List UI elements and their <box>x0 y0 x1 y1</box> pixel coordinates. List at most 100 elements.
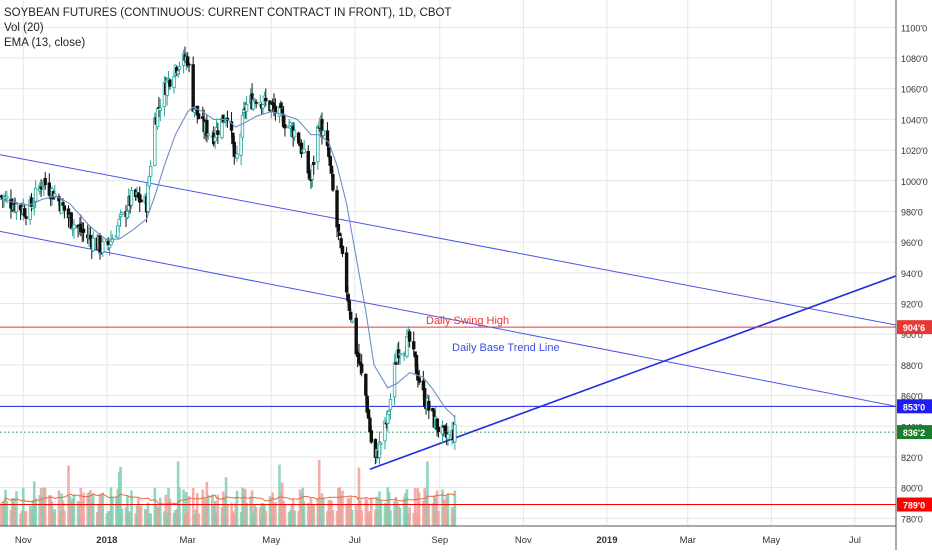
volume-bar <box>300 492 303 526</box>
ema-indicator-label[interactable]: EMA (13, close) <box>4 37 86 49</box>
candle-body <box>196 113 201 119</box>
volume-bar <box>424 491 428 526</box>
candle-body <box>72 224 76 230</box>
volume-bar <box>95 512 99 526</box>
candle-body <box>349 311 353 320</box>
y-tick-label: 960'0 <box>901 238 923 248</box>
volume-bar <box>253 504 257 526</box>
volume-bar <box>30 509 33 526</box>
volume-indicator-label[interactable]: Vol (20) <box>4 22 44 34</box>
volume-bar <box>194 509 198 526</box>
candle-body <box>53 193 57 198</box>
volume-bar <box>23 511 26 526</box>
volume-bar <box>398 508 402 526</box>
volume-bar <box>350 509 354 526</box>
candle-body <box>191 64 195 112</box>
y-tick-label: 800'0 <box>901 484 923 494</box>
candle-body <box>149 165 153 177</box>
candle-body <box>350 320 354 323</box>
volume-bar <box>50 501 54 526</box>
volume-bar <box>20 510 24 526</box>
volume-bar <box>98 493 102 526</box>
volume-bar <box>52 512 55 526</box>
volume-bar <box>0 503 3 526</box>
annotation-daily-base-trend-line: Daily Base Trend Line <box>452 342 560 354</box>
candle-body <box>61 202 65 206</box>
volume-bar <box>320 493 324 526</box>
candle-body <box>5 196 9 199</box>
volume-bar <box>254 507 258 526</box>
candle-body <box>33 187 38 202</box>
volume-bar <box>311 504 314 526</box>
volume-bar <box>91 493 95 526</box>
y-tick-label: 1000'0 <box>901 177 928 187</box>
y-tick-label: 780'0 <box>901 514 923 524</box>
volume-bar <box>416 488 420 526</box>
annotation-daily-swing-high: Daily Swing High <box>426 315 509 327</box>
volume-bar <box>126 495 129 526</box>
volume-bar <box>422 500 425 526</box>
volume-bar <box>328 499 332 526</box>
candle-body <box>373 438 378 458</box>
candle-body <box>354 317 358 355</box>
volume-bar <box>58 511 62 526</box>
volume-bar <box>249 496 253 526</box>
x-tick-label: 2019 <box>596 535 617 546</box>
volume-bar <box>15 491 18 526</box>
volume-bar <box>206 495 210 526</box>
candle-body <box>369 430 373 443</box>
volume-bar <box>12 498 16 526</box>
volume-bar <box>337 488 340 526</box>
volume-bar <box>385 503 388 526</box>
volume-bar <box>242 488 246 526</box>
volume-bar <box>404 492 407 526</box>
volume-bar <box>283 504 287 526</box>
volume-bar <box>63 510 66 526</box>
candle-body <box>81 228 86 233</box>
volume-bar <box>417 492 421 526</box>
volume-bar <box>367 512 370 526</box>
volume-bar <box>111 497 114 526</box>
volume-bar <box>345 503 348 526</box>
candle-body <box>316 125 320 163</box>
volume-bar <box>432 495 436 526</box>
volume-bar <box>164 494 168 526</box>
volume-bar <box>298 489 302 526</box>
volume-bar <box>87 492 91 526</box>
volume-bar <box>135 505 139 526</box>
volume-bar <box>120 509 124 526</box>
volume-bar <box>245 502 248 526</box>
candle-body <box>344 252 349 293</box>
candle-body <box>340 245 345 254</box>
volume-bar <box>241 487 244 526</box>
volume-bar <box>138 507 142 526</box>
volume-bar <box>368 511 372 526</box>
volume-bar <box>124 507 128 526</box>
candle-body <box>296 132 301 144</box>
volume-bar <box>348 499 351 526</box>
volume-bar <box>2 500 6 526</box>
volume-bar <box>369 497 373 526</box>
volume-bar <box>115 496 118 526</box>
volume-bar <box>239 511 243 526</box>
volume-bar <box>426 461 429 526</box>
volume-bar <box>365 499 369 526</box>
volume-bar <box>450 506 454 526</box>
volume-bar <box>360 510 363 526</box>
volume-bar <box>289 510 292 526</box>
y-tick-label: 1020'0 <box>901 146 928 156</box>
volume-bar <box>167 487 170 526</box>
candle-body <box>229 121 234 131</box>
volume-bar <box>53 509 57 526</box>
price-label-text: 853'0 <box>903 402 925 412</box>
volume-bar <box>278 464 281 526</box>
x-tick-label: Mar <box>680 535 696 546</box>
volume-bar <box>143 509 147 526</box>
volume-bar <box>427 503 431 526</box>
volume-bar <box>375 496 379 526</box>
volume-bar <box>322 497 325 526</box>
candle-body <box>359 363 364 373</box>
volume-bar <box>34 498 37 526</box>
